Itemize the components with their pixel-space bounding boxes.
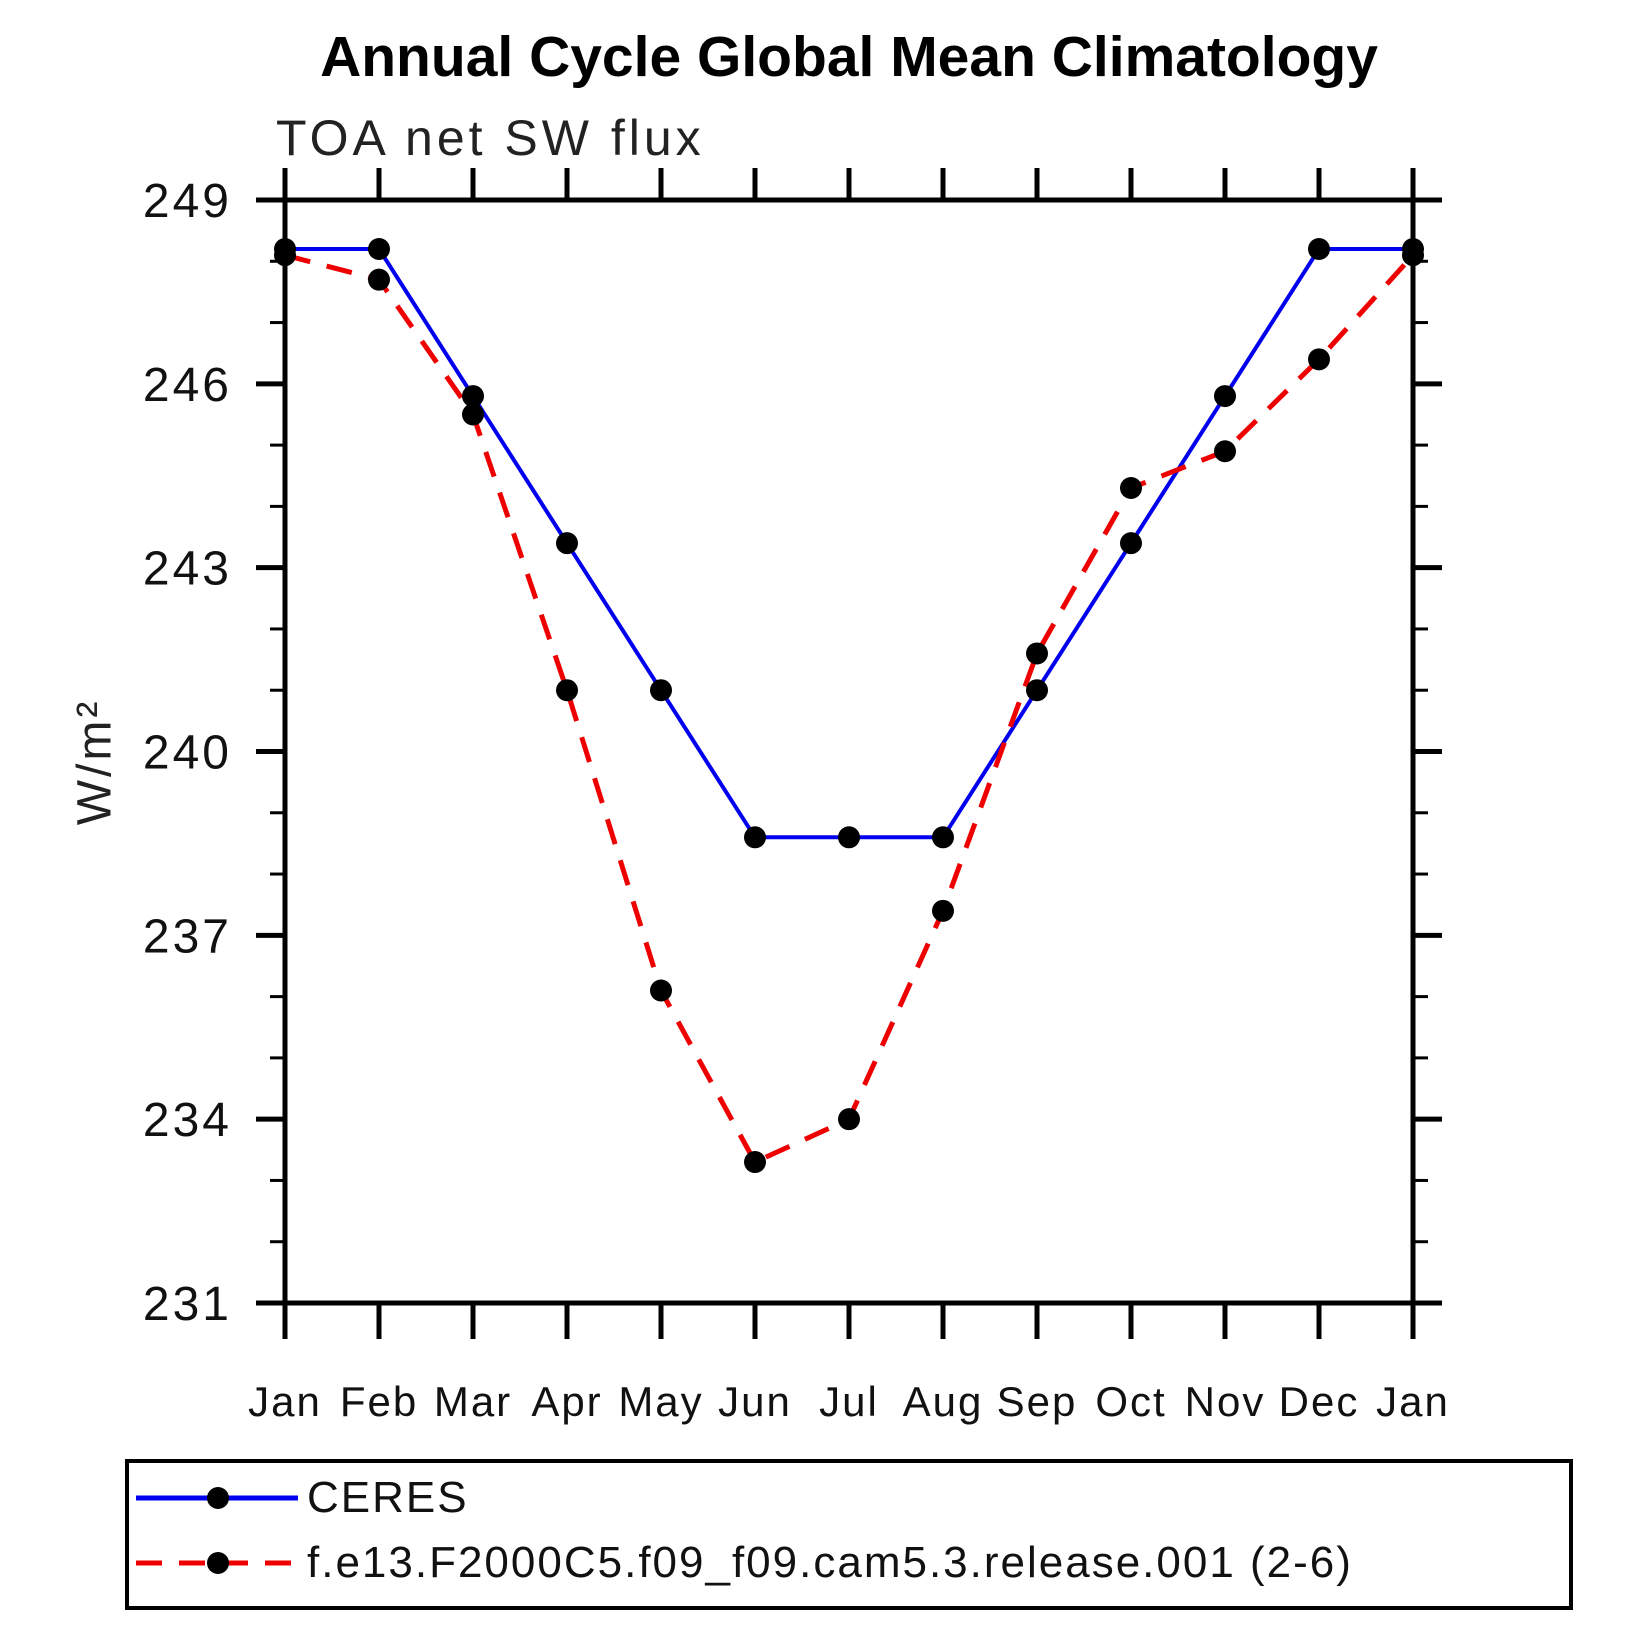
y-tick-label: 246	[143, 359, 232, 412]
data-point-marker	[462, 403, 484, 426]
data-point-marker	[368, 238, 390, 261]
data-point-marker	[932, 826, 954, 849]
legend-swatch-solid-line	[136, 1487, 298, 1509]
data-point-marker	[1120, 477, 1142, 500]
data-point-marker	[744, 1151, 766, 1174]
x-tick-label: Jun	[718, 1378, 792, 1425]
data-point-marker	[838, 826, 860, 849]
legend-marker-dot	[207, 1552, 229, 1574]
data-point-marker	[556, 679, 578, 702]
x-tick-label: Apr	[531, 1378, 602, 1425]
x-tick-label: Oct	[1095, 1378, 1166, 1425]
data-point-marker	[744, 826, 766, 849]
y-tick-label: 240	[143, 727, 232, 780]
chart-title: Annual Cycle Global Mean Climatology	[320, 25, 1378, 89]
y-axis: 231 234 237 240 243 246 249	[143, 175, 1442, 1331]
data-point-marker	[1308, 348, 1330, 371]
data-point-marker	[1214, 385, 1236, 408]
x-tick-label: Dec	[1279, 1378, 1360, 1425]
series-ceres-line	[285, 247, 1413, 840]
x-tick-label: Mar	[434, 1378, 512, 1425]
legend-swatch-dashed-line	[136, 1552, 298, 1574]
chart-subtitle: TOA net SW flux	[276, 110, 705, 166]
x-tick-label: May	[618, 1378, 703, 1425]
data-point-marker	[462, 385, 484, 408]
data-point-marker	[650, 679, 672, 702]
legend-row-ceres: CERES	[134, 1473, 469, 1522]
data-point-marker	[1026, 679, 1048, 702]
y-tick-label: 243	[143, 543, 232, 596]
legend-marker-dot	[207, 1487, 229, 1509]
x-tick-label: Aug	[903, 1378, 984, 1425]
data-point-marker	[1308, 238, 1330, 261]
data-point-marker	[838, 1108, 860, 1131]
data-point-marker	[368, 268, 390, 291]
y-tick-label: 237	[143, 910, 232, 963]
legend-label-ceres: CERES	[307, 1473, 469, 1522]
series-ceres-markers	[274, 238, 1424, 849]
legend-row-model: f.e13.F2000C5.f09_f09.cam5.3.release.001…	[134, 1538, 1353, 1587]
x-tick-label: Feb	[340, 1378, 418, 1425]
x-tick-label: Jul	[819, 1378, 879, 1425]
data-point-marker	[1120, 532, 1142, 555]
y-tick-label: 249	[143, 175, 232, 228]
legend-box: CERES f.e13.F2000C5.f09_f09.cam5.3.relea…	[125, 1459, 1573, 1610]
x-tick-label: Nov	[1185, 1378, 1266, 1425]
x-axis: Jan Feb Mar Apr May Jun Jul Aug Sep Oct Nov Dec Jan	[248, 168, 1450, 1425]
data-point-marker	[1026, 642, 1048, 665]
data-point-marker	[274, 244, 296, 267]
data-point-marker	[1402, 244, 1424, 267]
series-model-line	[284, 252, 1415, 1166]
x-tick-label: Jan	[1376, 1378, 1450, 1425]
data-point-marker	[932, 899, 954, 922]
y-tick-label: 234	[143, 1094, 232, 1147]
legend-label-model: f.e13.F2000C5.f09_f09.cam5.3.release.001…	[307, 1538, 1353, 1587]
series-model-markers	[274, 244, 1424, 1174]
y-tick-label: 231	[143, 1278, 232, 1331]
x-tick-label: Sep	[997, 1378, 1078, 1425]
data-point-marker	[556, 532, 578, 555]
data-point-marker	[650, 979, 672, 1002]
x-tick-label: Jan	[248, 1378, 322, 1425]
data-point-marker	[1214, 440, 1236, 463]
